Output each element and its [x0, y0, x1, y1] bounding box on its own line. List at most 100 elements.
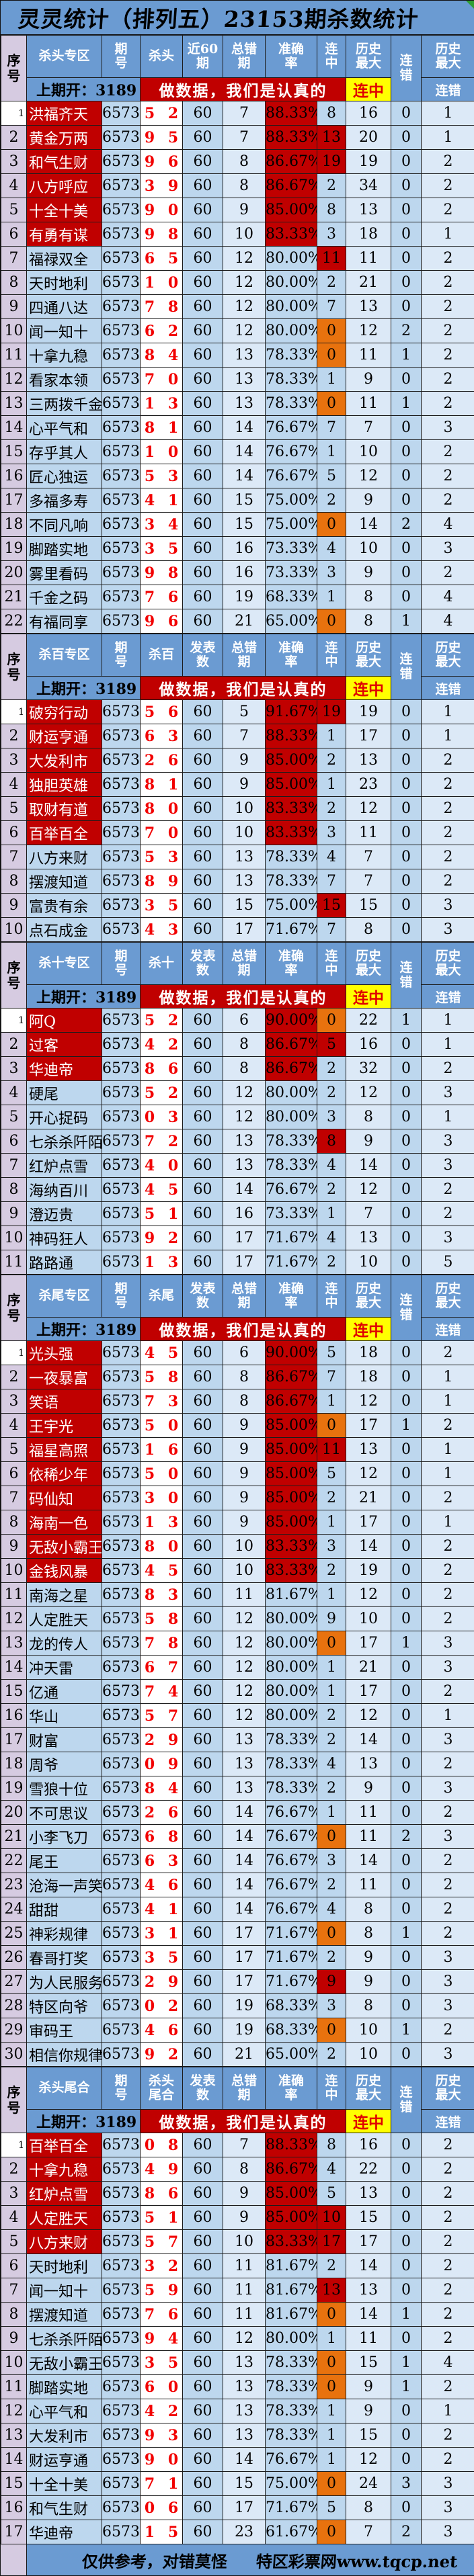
cell-accuracy: 85.00%	[266, 1462, 317, 1486]
cell-hist-max-hit: 16	[346, 101, 391, 126]
cell-kill-numbers: 5 2	[141, 101, 183, 126]
cell-accuracy: 76.67%	[266, 1849, 317, 1873]
cell-hist-max-miss: 2	[422, 2278, 474, 2303]
cell-accuracy: 91.67%	[266, 700, 317, 724]
header-miss-streak: 连 错	[391, 943, 422, 1008]
cell-hist-max-hit: 9	[346, 488, 391, 513]
cell-hist-max-hit: 12	[346, 319, 391, 343]
cell-hist-max-hit: 8	[346, 1994, 391, 2018]
cell-hist-max-miss: 3	[422, 1656, 474, 1680]
cell-pub-count: 60	[183, 821, 223, 845]
cell-accuracy: 76.67%	[266, 1873, 317, 1897]
cell-total-wrong: 12	[223, 2327, 266, 2351]
cell-hist-max-hit: 10	[346, 440, 391, 464]
cell-serial: 3	[1, 1057, 27, 1081]
cell-hit-streak: 0	[317, 2375, 346, 2399]
cell-pub-count: 60	[183, 1081, 223, 1105]
cell-hit-streak: 15	[317, 894, 346, 918]
cell-kill-numbers: 8 1	[141, 416, 183, 440]
cell-kill-numbers: 7 0	[141, 368, 183, 392]
cell-miss-streak: 0	[391, 1728, 422, 1752]
cell-accuracy: 73.33%	[266, 537, 317, 561]
cell-total-wrong: 12	[223, 295, 266, 319]
cell-miss-streak: 0	[391, 1341, 422, 1365]
cell-name: 人定胜天	[27, 2206, 102, 2230]
cell-issue: 6573	[102, 1825, 141, 1849]
cell-serial: 10	[1, 918, 27, 942]
cell-serial: 21	[1, 585, 27, 609]
cell-accuracy: 78.33%	[266, 2375, 317, 2399]
cell-name: 天时地利	[27, 271, 102, 295]
cell-miss-streak: 0	[391, 1105, 422, 1129]
cell-pub-count: 60	[183, 773, 223, 797]
cell-serial: 19	[1, 1776, 27, 1801]
cell-miss-streak: 0	[391, 869, 422, 894]
cell-name: 四通八达	[27, 295, 102, 319]
cell-total-wrong: 14	[223, 1801, 266, 1825]
cell-hist-max-miss: 2	[422, 343, 474, 368]
cell-hit-streak: 4	[317, 1226, 346, 1250]
cell-pub-count: 60	[183, 1776, 223, 1801]
cell-hist-max-hit: 7	[346, 869, 391, 894]
cell-name: 小李飞刀	[27, 1825, 102, 1849]
cell-miss-streak: 2	[391, 1825, 422, 1849]
cell-miss-streak: 0	[391, 1656, 422, 1680]
cell-serial: 5	[1, 2230, 27, 2254]
cell-accuracy: 80.00%	[266, 1631, 317, 1656]
cell-miss-streak: 0	[391, 561, 422, 585]
cell-hist-max-miss: 2	[422, 1178, 474, 1202]
cell-issue: 6573	[102, 1849, 141, 1873]
cell-accuracy: 78.33%	[266, 1752, 317, 1776]
cell-name: 存乎其人	[27, 440, 102, 464]
cell-issue: 6573	[102, 1389, 141, 1414]
cell-hit-streak: 0	[317, 513, 346, 537]
cell-accuracy: 73.33%	[266, 1202, 317, 1226]
cell-issue: 6573	[102, 2472, 141, 2496]
cell-pub-count: 60	[183, 2375, 223, 2399]
cell-serial: 8	[1, 1178, 27, 1202]
cell-total-wrong: 13	[223, 1728, 266, 1752]
cell-name: 有勇有谋	[27, 222, 102, 247]
cell-serial: 17	[1, 488, 27, 513]
cell-name: 财运亨通	[27, 2448, 102, 2472]
footer-index-cell	[1, 2544, 27, 2575]
cell-name: 七杀杀阡陌	[27, 1129, 102, 1154]
cell-miss-streak: 0	[391, 416, 422, 440]
cell-accuracy: 86.67%	[266, 1033, 317, 1057]
cell-issue: 6573	[102, 1922, 141, 1946]
cell-hist-max-miss: 3	[422, 2472, 474, 2496]
cell-issue: 6573	[102, 845, 141, 869]
cell-issue: 6573	[102, 1226, 141, 1250]
cell-pub-count: 60	[183, 368, 223, 392]
cell-kill-numbers: 0 8	[141, 2133, 183, 2157]
header-kill: 杀头 尾合	[141, 2067, 183, 2110]
cell-hist-max-hit: 15	[346, 894, 391, 918]
cell-total-wrong: 8	[223, 1057, 266, 1081]
header-hit-streak: 连 中	[317, 2067, 346, 2110]
cell-serial: 20	[1, 561, 27, 585]
cell-total-wrong: 14	[223, 2448, 266, 2472]
cell-issue: 6573	[102, 821, 141, 845]
cell-hist-max-miss: 1	[422, 700, 474, 724]
cell-accuracy: 80.00%	[266, 1105, 317, 1129]
header-last-draw: 上期开：3189 7	[27, 78, 141, 101]
cell-name: 百举百全	[27, 821, 102, 845]
cell-miss-streak: 0	[391, 2327, 422, 2351]
kill-section-table-5: 序 号杀头尾合期 号杀头 尾合发表 数总错 期准确 率连 中历史 最大连 错历史…	[1, 2067, 474, 2544]
header-miss-streak: 连 错	[391, 634, 422, 700]
cell-total-wrong: 17	[223, 1970, 266, 1994]
cell-hist-max-miss: 2	[422, 1559, 474, 1583]
cell-kill-numbers: 3 5	[141, 894, 183, 918]
cell-accuracy: 78.33%	[266, 368, 317, 392]
cell-accuracy: 71.67%	[266, 2496, 317, 2520]
